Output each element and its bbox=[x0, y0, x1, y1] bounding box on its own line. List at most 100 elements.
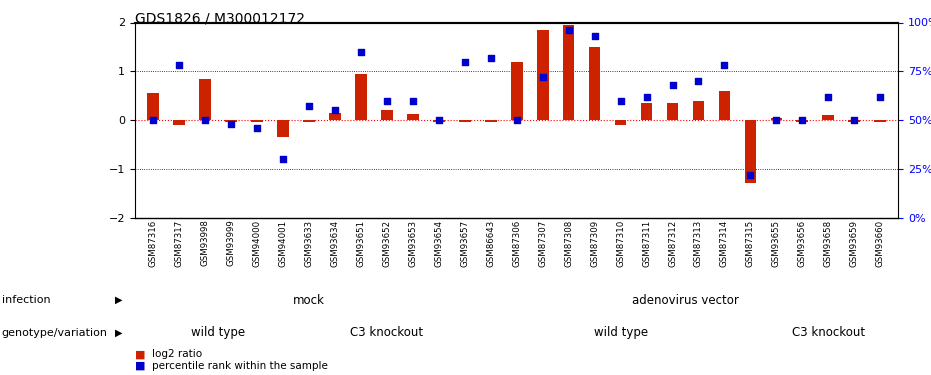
Bar bbox=[563, 25, 574, 120]
Bar bbox=[433, 120, 445, 122]
Text: GSM94001: GSM94001 bbox=[278, 219, 288, 267]
Text: wild type: wild type bbox=[191, 326, 245, 339]
Bar bbox=[719, 91, 730, 120]
Bar bbox=[304, 120, 315, 122]
Bar bbox=[485, 120, 496, 122]
Point bbox=[717, 62, 732, 68]
Point bbox=[847, 117, 862, 123]
Bar bbox=[381, 110, 393, 120]
Bar bbox=[588, 47, 600, 120]
Point bbox=[665, 82, 680, 88]
Bar bbox=[251, 120, 263, 122]
Text: GSM93659: GSM93659 bbox=[850, 219, 858, 267]
Bar bbox=[225, 120, 236, 122]
Bar bbox=[147, 93, 159, 120]
Text: GSM93655: GSM93655 bbox=[772, 219, 781, 267]
Text: percentile rank within the sample: percentile rank within the sample bbox=[152, 361, 328, 370]
Text: genotype/variation: genotype/variation bbox=[2, 328, 108, 338]
Bar bbox=[199, 79, 211, 120]
Text: mock: mock bbox=[293, 294, 325, 306]
Text: GSM93998: GSM93998 bbox=[200, 219, 209, 266]
Bar bbox=[407, 114, 419, 120]
Point bbox=[821, 94, 836, 100]
Text: GSM86643: GSM86643 bbox=[486, 219, 495, 267]
Point bbox=[197, 117, 212, 123]
Point bbox=[302, 104, 317, 110]
Text: GSM93656: GSM93656 bbox=[798, 219, 807, 267]
Text: adenovirus vector: adenovirus vector bbox=[632, 294, 739, 306]
Point bbox=[743, 172, 758, 178]
Text: GSM87310: GSM87310 bbox=[616, 219, 625, 267]
Text: GSM87316: GSM87316 bbox=[149, 219, 157, 267]
Text: log2 ratio: log2 ratio bbox=[152, 350, 202, 359]
Bar bbox=[771, 118, 782, 120]
Text: GSM87308: GSM87308 bbox=[564, 219, 573, 267]
Point bbox=[223, 121, 238, 127]
Text: GSM93651: GSM93651 bbox=[357, 219, 365, 267]
Text: C3 knockout: C3 knockout bbox=[791, 326, 865, 339]
Text: ■: ■ bbox=[135, 361, 145, 370]
Text: infection: infection bbox=[2, 295, 50, 305]
Point bbox=[639, 94, 654, 100]
Text: GSM93652: GSM93652 bbox=[383, 219, 391, 267]
Text: GSM87312: GSM87312 bbox=[668, 219, 677, 267]
Point bbox=[483, 55, 498, 61]
Point bbox=[872, 94, 887, 100]
Text: GSM87315: GSM87315 bbox=[746, 219, 755, 267]
Bar bbox=[614, 120, 627, 125]
Text: GSM93634: GSM93634 bbox=[331, 219, 340, 267]
Bar bbox=[797, 120, 808, 122]
Point bbox=[171, 62, 186, 68]
Text: GSM87314: GSM87314 bbox=[720, 219, 729, 267]
Point bbox=[691, 78, 706, 84]
Point bbox=[535, 74, 550, 80]
Bar bbox=[641, 103, 653, 120]
Point bbox=[509, 117, 524, 123]
Bar bbox=[745, 120, 756, 183]
Bar bbox=[874, 120, 886, 122]
Point bbox=[405, 98, 420, 104]
Point bbox=[380, 98, 395, 104]
Text: GSM93658: GSM93658 bbox=[824, 219, 833, 267]
Point bbox=[328, 107, 343, 113]
Point bbox=[561, 27, 576, 33]
Bar bbox=[667, 103, 679, 120]
Text: wild type: wild type bbox=[593, 326, 648, 339]
Point bbox=[769, 117, 784, 123]
Point bbox=[276, 156, 290, 162]
Text: GSM94000: GSM94000 bbox=[252, 219, 262, 267]
Text: GSM87313: GSM87313 bbox=[694, 219, 703, 267]
Text: GSM93999: GSM93999 bbox=[226, 219, 236, 266]
Bar bbox=[693, 100, 705, 120]
Bar bbox=[277, 120, 289, 137]
Point bbox=[614, 98, 628, 104]
Bar bbox=[329, 112, 341, 120]
Bar bbox=[511, 62, 522, 120]
Point bbox=[354, 49, 369, 55]
Text: GSM87309: GSM87309 bbox=[590, 219, 600, 267]
Text: GSM93653: GSM93653 bbox=[409, 219, 417, 267]
Bar bbox=[173, 120, 185, 125]
Text: ▶: ▶ bbox=[115, 328, 123, 338]
Text: GSM87317: GSM87317 bbox=[175, 219, 183, 267]
Text: GSM87307: GSM87307 bbox=[538, 219, 547, 267]
Bar bbox=[537, 30, 548, 120]
Text: GSM93660: GSM93660 bbox=[876, 219, 884, 267]
Point bbox=[457, 58, 472, 64]
Text: GDS1826 / M300012172: GDS1826 / M300012172 bbox=[135, 11, 305, 25]
Point bbox=[146, 117, 161, 123]
Text: GSM93654: GSM93654 bbox=[434, 219, 443, 267]
Text: C3 knockout: C3 knockout bbox=[350, 326, 424, 339]
Bar bbox=[459, 120, 470, 122]
Point bbox=[795, 117, 810, 123]
Bar bbox=[355, 74, 367, 120]
Text: ■: ■ bbox=[135, 350, 145, 359]
Bar bbox=[822, 115, 834, 120]
Point bbox=[431, 117, 446, 123]
Point bbox=[587, 33, 602, 39]
Bar bbox=[848, 120, 860, 122]
Text: GSM93657: GSM93657 bbox=[460, 219, 469, 267]
Point bbox=[250, 125, 264, 131]
Text: GSM87311: GSM87311 bbox=[642, 219, 651, 267]
Text: GSM87306: GSM87306 bbox=[512, 219, 521, 267]
